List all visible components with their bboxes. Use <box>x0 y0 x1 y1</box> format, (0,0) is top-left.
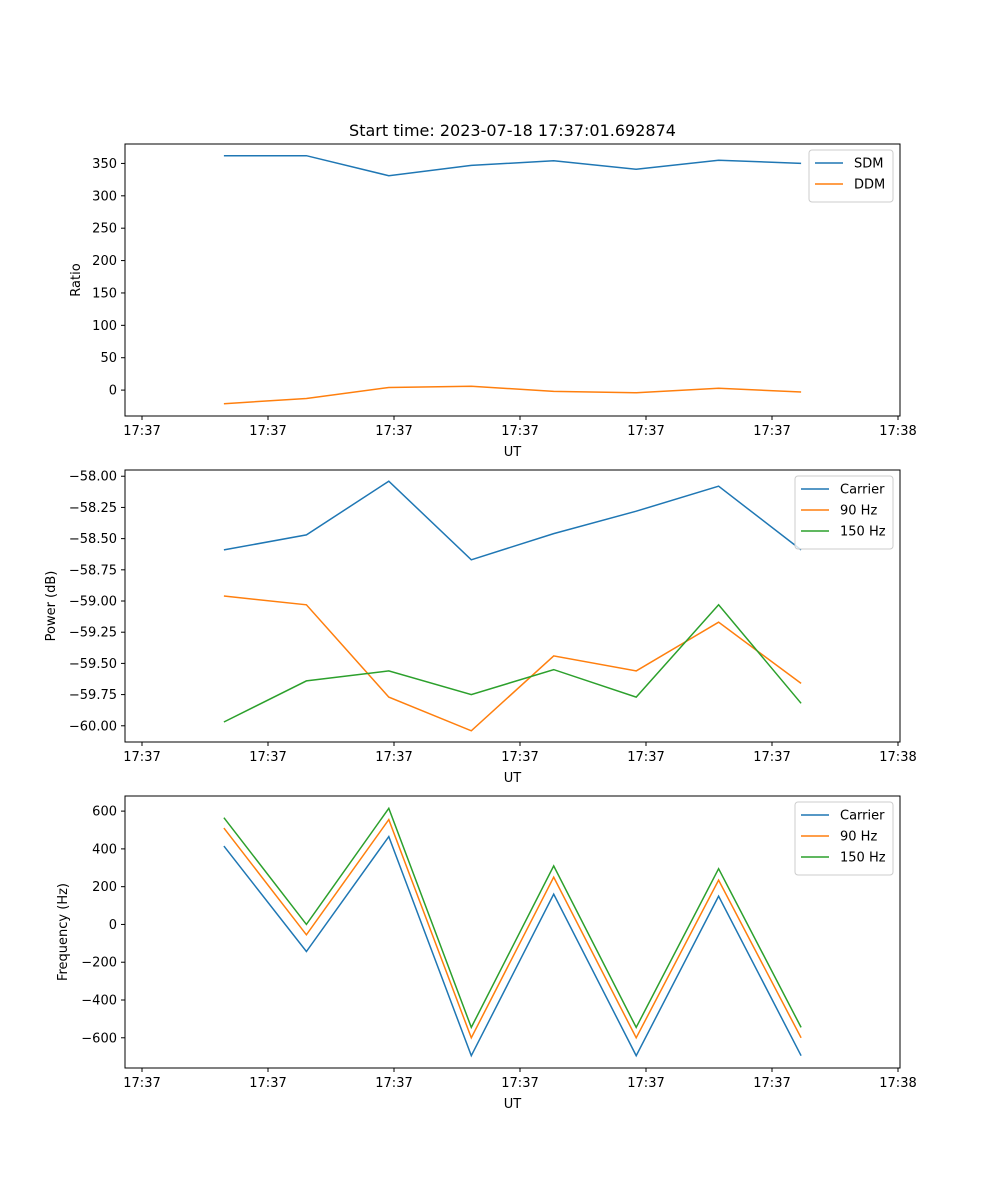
x-tick-label: 17:37 <box>627 1076 664 1091</box>
x-tick-label: 17:37 <box>501 1076 538 1091</box>
y-tick-label: −59.75 <box>69 688 117 703</box>
series-line-carrier <box>223 480 802 561</box>
x-tick-label: 17:37 <box>249 750 286 765</box>
y-tick-label: −58.25 <box>69 501 117 516</box>
x-axis-title: UT <box>504 445 522 460</box>
x-tick-label: 17:38 <box>879 1076 916 1091</box>
y-tick-label: 600 <box>92 805 117 820</box>
y-tick-label: 0 <box>109 384 117 399</box>
legend-label: 90 Hz <box>840 504 877 519</box>
y-tick-label: 300 <box>92 189 117 204</box>
y-tick-label: −59.00 <box>69 595 117 610</box>
y-tick-label: 200 <box>92 254 117 269</box>
y-tick-label: 250 <box>92 222 117 237</box>
x-axis-title: UT <box>504 1097 522 1112</box>
legend: SDM DDM <box>808 149 894 203</box>
series-line-sdm <box>223 154 802 177</box>
y-tick-label: 350 <box>92 157 117 172</box>
legend-label: Carrier <box>840 809 885 824</box>
legend-label: 150 Hz <box>840 525 886 540</box>
y-tick-label: −400 <box>81 994 117 1009</box>
y-tick-label: −58.50 <box>69 532 117 547</box>
y-tick-label: −60.00 <box>69 719 117 734</box>
y-tick-label: 50 <box>100 351 117 366</box>
series-line-90-hz <box>223 818 802 1040</box>
x-tick-label: 17:37 <box>753 424 790 439</box>
x-tick-label: 17:37 <box>375 1076 412 1091</box>
y-axis-title: Ratio <box>69 263 84 296</box>
y-tick-label: −200 <box>81 956 117 971</box>
series-line-150-hz <box>223 806 802 1030</box>
y-tick-label: −59.25 <box>69 626 117 641</box>
legend-label: SDM <box>854 157 883 172</box>
chart-title: Start time: 2023-07-18 17:37:01.692874 <box>349 121 676 140</box>
series-line-150-hz <box>223 603 802 723</box>
series-line-carrier <box>223 835 802 1058</box>
legend-label: 90 Hz <box>840 830 877 845</box>
x-tick-label: 17:37 <box>627 424 664 439</box>
legend-label: 150 Hz <box>840 851 886 866</box>
legend: Carrier 90 Hz 150 Hz <box>794 475 894 550</box>
x-tick-label: 17:37 <box>501 424 538 439</box>
x-tick-label: 17:37 <box>249 1076 286 1091</box>
x-tick-label: 17:37 <box>627 750 664 765</box>
plot-frame <box>124 795 901 1069</box>
plot-frame <box>124 469 901 743</box>
x-tick-label: 17:37 <box>249 424 286 439</box>
x-tick-label: 17:38 <box>879 750 916 765</box>
x-tick-label: 17:37 <box>753 1076 790 1091</box>
x-axis-title: UT <box>504 771 522 786</box>
y-tick-label: 400 <box>92 842 117 857</box>
y-tick-label: 100 <box>92 319 117 334</box>
y-tick-label: −58.75 <box>69 563 117 578</box>
x-tick-label: 17:37 <box>501 750 538 765</box>
x-tick-label: 17:37 <box>753 750 790 765</box>
y-axis-title: Frequency (Hz) <box>56 883 71 981</box>
x-tick-label: 17:38 <box>879 424 916 439</box>
x-tick-label: 17:37 <box>123 750 160 765</box>
legend-label: Carrier <box>840 483 885 498</box>
subplot-1: Start time: 2023-07-18 17:37:01.692874 17… <box>69 121 917 460</box>
subplot-3: 17:37 17:37 17:37 17:37 17:37 17:37 17:38 −600 −… <box>56 795 917 1112</box>
y-tick-label: −58.00 <box>69 470 117 485</box>
y-tick-label: −59.50 <box>69 657 117 672</box>
series-line-90-hz <box>223 595 802 732</box>
series-line-ddm <box>223 385 802 405</box>
x-tick-label: 17:37 <box>375 424 412 439</box>
x-tick-label: 17:37 <box>375 750 412 765</box>
y-axis-title: Power (dB) <box>44 571 59 642</box>
y-tick-label: −600 <box>81 1031 117 1046</box>
y-tick-label: 200 <box>92 880 117 895</box>
x-tick-label: 17:37 <box>123 424 160 439</box>
legend-label: DDM <box>854 178 885 193</box>
subplot-2: 17:37 17:37 17:37 17:37 17:37 17:37 17:38 −60.0… <box>44 469 917 786</box>
plot-frame <box>124 143 901 417</box>
y-tick-label: 0 <box>109 918 117 933</box>
x-tick-label: 17:37 <box>123 1076 160 1091</box>
y-tick-label: 150 <box>92 286 117 301</box>
legend: Carrier 90 Hz 150 Hz <box>794 801 894 876</box>
